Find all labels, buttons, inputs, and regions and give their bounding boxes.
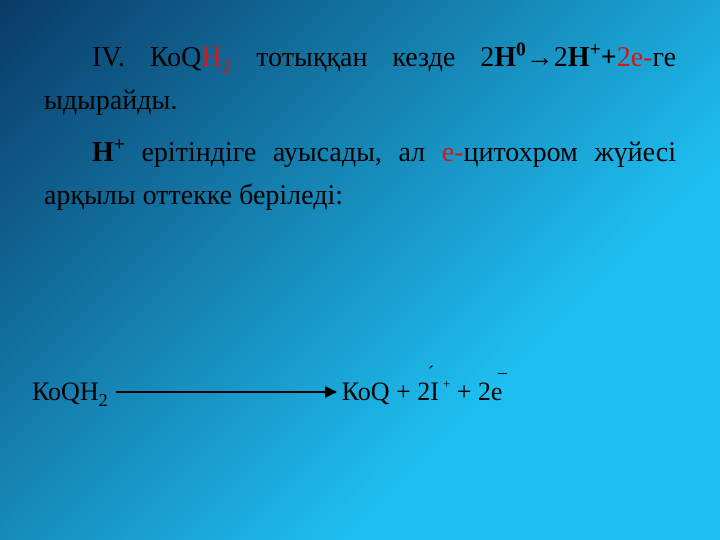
eq-e-over: – <box>498 363 507 381</box>
eq-lhs-sub: 2 <box>99 390 108 410</box>
p1-two: 2 <box>480 42 494 73</box>
paragraph-2: Н+ ерітіндіге ауысады, ал е-цитохром жүй… <box>44 131 676 218</box>
eq-lhs: КоQН2 <box>32 377 108 407</box>
p1-arrow: → <box>526 42 554 73</box>
eq-rhs: КоQ + 2І́+ + 2е– <box>342 376 503 407</box>
eq-two: 2 <box>417 377 430 406</box>
eq-arrow <box>116 391 336 393</box>
p1-2e: 2е <box>617 42 643 73</box>
content-block: ІV. КоQН2 тотыққан кезде 2Н0→2Н++2е-ге ы… <box>44 36 676 218</box>
p1-Hb2: Н <box>568 42 590 73</box>
p1-H: Н <box>201 42 221 73</box>
p2-plus-sup: + <box>114 134 125 155</box>
p1-sub2: 2 <box>222 57 232 78</box>
p1-Hb: Н <box>494 42 516 73</box>
eq-rhs1: КоQ <box>342 377 390 406</box>
p1-plus2: + <box>601 42 617 73</box>
p1-sup0: 0 <box>516 40 526 61</box>
p1-mid1: тотыққан кезде <box>231 42 480 73</box>
p1-two2: 2 <box>554 42 568 73</box>
p2-H: Н <box>92 137 114 168</box>
eq-two2: 2 <box>478 377 491 406</box>
eq-e-wrap: е– <box>491 377 503 406</box>
eq-lhs-text: КоQН <box>32 377 99 406</box>
eq-I: І <box>430 377 439 406</box>
p2-e: е <box>442 137 454 168</box>
eq-plus2: + <box>450 377 478 406</box>
paragraph-1: ІV. КоQН2 тотыққан кезде 2Н0→2Н++2е-ге ы… <box>44 36 676 123</box>
p1-plus-sup: + <box>590 40 601 61</box>
slide: ІV. КоQН2 тотыққан кезде 2Н0→2Н++2е-ге ы… <box>0 0 720 540</box>
p2-mid: ерітіндіге ауысады, ал <box>125 137 442 168</box>
p1-lead: ІV. КоQ <box>92 42 201 73</box>
eq-I-wrap: І́ <box>430 377 439 406</box>
eq-plus: + <box>390 377 418 406</box>
equation: КоQН2 КоQ + 2І́+ + 2е– <box>32 376 502 407</box>
